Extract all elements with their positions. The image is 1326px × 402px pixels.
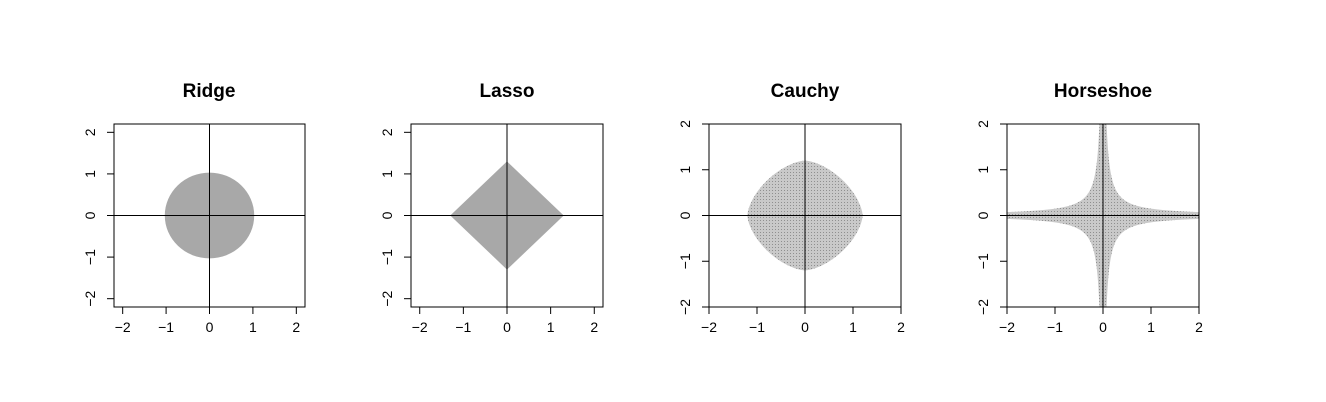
y-tick-label: 0 — [677, 211, 693, 219]
plot-area: −2 −1 0 1 2 −2 −1 0 1 2 — [677, 120, 905, 335]
y-tick-label: 1 — [975, 166, 991, 174]
x-tick-label: 1 — [1147, 319, 1155, 335]
y-tick-label: −2 — [379, 290, 395, 306]
y-tick-label: 1 — [379, 170, 395, 178]
panel-title: Horseshoe — [1054, 81, 1152, 102]
panel-title: Lasso — [480, 81, 535, 102]
x-tick-label: −2 — [115, 319, 131, 335]
x-tick-label: 0 — [503, 319, 511, 335]
y-tick-label: −2 — [975, 299, 991, 315]
x-tick-label: −1 — [749, 319, 765, 335]
y-tick-label: 1 — [677, 166, 693, 174]
plot-area: −2 −1 0 1 2 −2 −1 0 1 2 — [82, 123, 306, 335]
y-tick-label: −1 — [379, 249, 395, 265]
y-tick-label: −1 — [82, 249, 98, 265]
y-tick-label: −2 — [82, 290, 98, 306]
x-tick-label: 2 — [590, 319, 598, 335]
plot-area: −2 −1 0 1 2 −2 −1 0 1 2 — [379, 123, 604, 335]
x-tick-label: 1 — [249, 319, 257, 335]
x-tick-label: 1 — [547, 319, 555, 335]
x-tick-label: −1 — [158, 319, 174, 335]
y-tick-label: 2 — [82, 128, 98, 136]
panel-title: Cauchy — [771, 81, 840, 102]
panel-horseshoe: Horseshoe −2 −1 0 1 2 −2 −1 0 1 2 — [975, 81, 1203, 335]
y-tick-label: 2 — [379, 128, 395, 136]
x-tick-label: −1 — [1047, 319, 1063, 335]
y-tick-label: 0 — [975, 211, 991, 219]
y-tick-label: −1 — [677, 253, 693, 269]
x-tick-label: 2 — [897, 319, 905, 335]
x-tick-label: −2 — [999, 319, 1015, 335]
y-tick-label: −2 — [677, 299, 693, 315]
y-tick-label: 0 — [379, 211, 395, 219]
x-tick-label: −2 — [412, 319, 428, 335]
panel-ridge: Ridge −2 −1 0 1 2 −2 −1 0 1 2 — [82, 81, 306, 335]
x-tick-label: 2 — [1195, 319, 1203, 335]
y-tick-label: 2 — [975, 120, 991, 128]
plot-area: −2 −1 0 1 2 −2 −1 0 1 2 — [975, 120, 1203, 335]
x-tick-label: 0 — [1099, 319, 1107, 335]
panel-lasso: Lasso −2 −1 0 1 2 −2 −1 0 1 2 — [379, 81, 604, 335]
y-tick-label: 2 — [677, 120, 693, 128]
x-tick-label: −1 — [455, 319, 471, 335]
y-tick-label: 1 — [82, 170, 98, 178]
panel-title: Ridge — [183, 81, 236, 102]
panel-cauchy: Cauchy −2 −1 0 1 2 −2 −1 0 1 2 — [677, 81, 905, 335]
y-tick-label: −1 — [975, 253, 991, 269]
x-tick-label: −2 — [701, 319, 717, 335]
x-tick-label: 1 — [849, 319, 857, 335]
x-tick-label: 0 — [206, 319, 214, 335]
x-tick-label: 2 — [292, 319, 300, 335]
x-tick-label: 0 — [801, 319, 809, 335]
y-tick-label: 0 — [82, 211, 98, 219]
